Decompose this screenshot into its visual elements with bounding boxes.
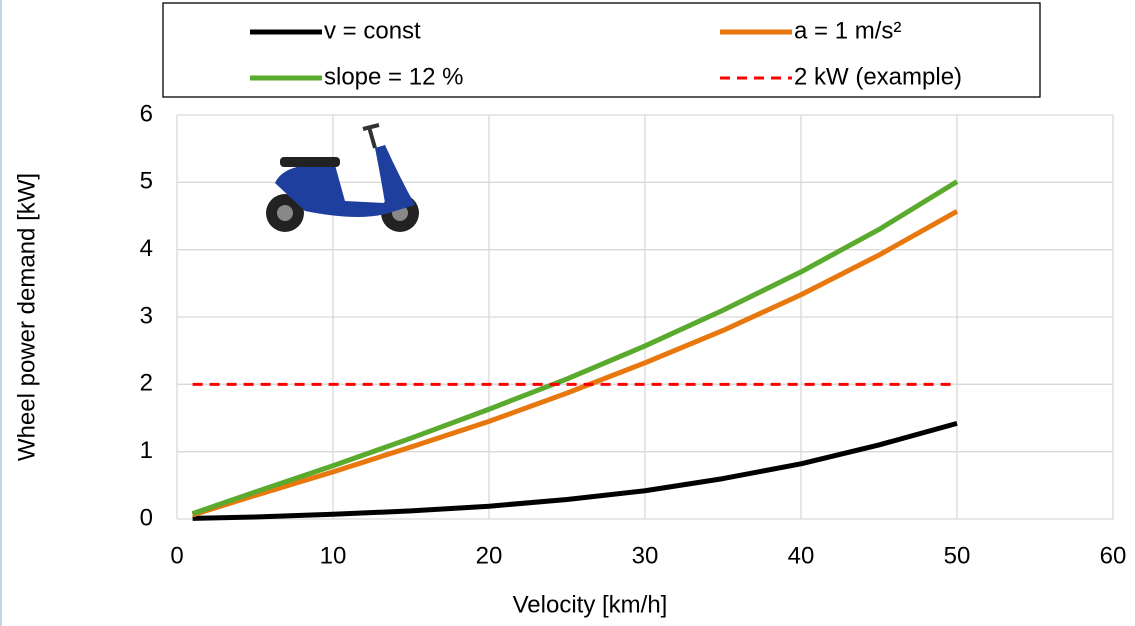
series-line (191, 179, 959, 516)
y-tick-label: 2 (140, 370, 153, 397)
series-line (191, 209, 959, 518)
legend-label: v = const (324, 17, 421, 44)
x-axis-title: Velocity [km/h] (513, 591, 668, 618)
x-tick-label: 0 (170, 542, 183, 569)
legend-label: 2 kW (example) (794, 63, 962, 90)
x-tick-label: 60 (1100, 542, 1127, 569)
legend-label: slope = 12 % (324, 63, 463, 90)
y-tick-label: 6 (140, 100, 153, 127)
y-tick-label: 3 (140, 302, 153, 329)
x-tick-label: 40 (788, 542, 815, 569)
x-tick-label: 20 (476, 542, 503, 569)
legend-box (162, 2, 1041, 98)
y-tick-label: 5 (140, 168, 153, 195)
scooter-icon (266, 123, 419, 232)
grid (176, 114, 1114, 520)
y-tick-label: 0 (140, 504, 153, 531)
y-tick-label: 1 (140, 437, 153, 464)
x-tick-label: 10 (320, 542, 347, 569)
x-tick-label: 50 (944, 542, 971, 569)
series-line (192, 420, 958, 521)
x-tick-label: 30 (632, 542, 659, 569)
legend-label: a = 1 m/s² (794, 17, 901, 44)
y-axis-title: Wheel power demand [kW] (13, 173, 40, 461)
y-tick-label: 4 (140, 235, 153, 262)
